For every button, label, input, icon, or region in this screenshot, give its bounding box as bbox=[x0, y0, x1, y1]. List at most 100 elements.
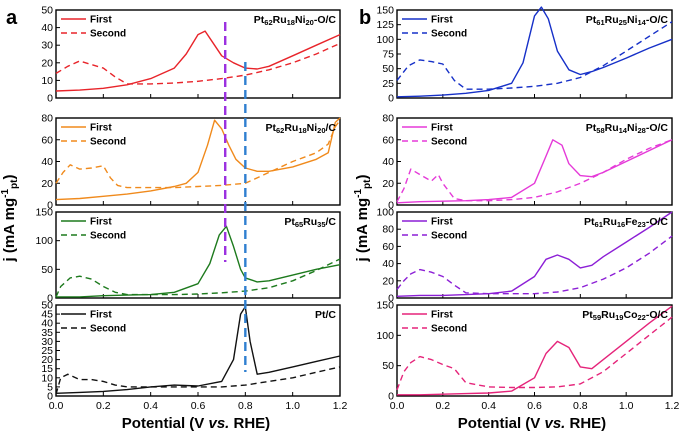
subplot-title: Pt59Ru19Co22-O/C bbox=[582, 309, 668, 322]
legend-entry: First bbox=[431, 217, 453, 228]
y-tick-label: 25 bbox=[382, 78, 394, 90]
x-tick-label: 0.2 bbox=[436, 400, 451, 412]
subplot-a-2: 0 20 40 60 80 First Second Pt62Ru18Ni20/C bbox=[41, 113, 341, 212]
subplot-b-3: 0 20 40 60 80 100 First Second Pt61Ru16Fe23-O/C bbox=[376, 207, 673, 305]
y-tick-label: 60 bbox=[382, 134, 394, 146]
x-tick-label: 0.0 bbox=[390, 400, 405, 412]
subplot-title: Pt61Ru16Fe23-O/C bbox=[584, 216, 668, 229]
x-tick-label: 0.8 bbox=[238, 400, 253, 412]
subplot-a-3: 0 50 100 150 First Second Pt65Ru35/C bbox=[35, 207, 341, 305]
legend-entry: First bbox=[431, 15, 453, 26]
x-tick-label: 0.4 bbox=[143, 400, 158, 412]
subplot-title: Pt65Ru35/C bbox=[284, 216, 336, 229]
x-tick-label: 1.0 bbox=[619, 400, 634, 412]
y-tick-label: 0 bbox=[47, 93, 53, 105]
y-tick-label: 30 bbox=[41, 336, 53, 348]
y-tick-label: 40 bbox=[382, 156, 394, 168]
x-tick-label: 1.0 bbox=[285, 400, 300, 412]
legend-entry: Second bbox=[90, 137, 126, 148]
y-tick-label: 20 bbox=[41, 57, 53, 69]
y-tick-label: 50 bbox=[41, 5, 53, 17]
subplot-b-1: 0 25 50 75 100 125 150 First Second Pt61Ru25Ni14-… bbox=[376, 5, 673, 105]
series-line-first bbox=[396, 6, 673, 98]
legend-entry: Second bbox=[431, 231, 467, 242]
legend-entry: First bbox=[90, 310, 112, 321]
y-tick-label: 0 bbox=[388, 293, 394, 305]
reference-lines bbox=[224, 22, 247, 372]
y-tick-label: 20 bbox=[41, 178, 53, 190]
legend-entry: First bbox=[431, 310, 453, 321]
y-tick-label: 50 bbox=[41, 300, 53, 312]
subplot-title: Pt61Ru25Ni14-O/C bbox=[586, 14, 669, 27]
y-tick-label: 40 bbox=[41, 22, 53, 34]
x-tick-label: 1.2 bbox=[333, 400, 348, 412]
subplot-b-4: 0 50 100 150 0.0 0.2 0.4 0.6 0.8 1.0 1.2 First Secon… bbox=[376, 300, 679, 413]
y-tick-label: 150 bbox=[376, 5, 394, 17]
subplot-b-2: 0 20 40 60 80 First Second Pt58Ru14Ni28-O/C bbox=[382, 113, 673, 212]
x-tick-label: 1.2 bbox=[665, 400, 680, 412]
y-tick-label: 20 bbox=[41, 354, 53, 366]
y-tick-label: 100 bbox=[376, 207, 394, 219]
y-tick-label: 10 bbox=[41, 372, 53, 384]
subplot-a-1: 0 10 20 30 40 50 First Second Pt62Ru18Ni20-O/C bbox=[41, 5, 341, 105]
y-tick-label: 0 bbox=[388, 200, 394, 212]
legend-entry: First bbox=[90, 217, 112, 228]
y-tick-label: 35 bbox=[41, 327, 53, 339]
y-tick-label: 150 bbox=[376, 300, 394, 312]
subplot-title: Pt62Ru18Ni20-O/C bbox=[254, 14, 337, 27]
y-axis-label-b: j (mA mg-1pt) bbox=[353, 175, 373, 263]
y-tick-label: 60 bbox=[382, 241, 394, 253]
x-tick-label: 0.0 bbox=[49, 400, 64, 412]
y-tick-label: 30 bbox=[41, 40, 53, 52]
y-tick-label: 100 bbox=[376, 34, 394, 46]
subplot-title: Pt58Ru14Ni28-O/C bbox=[586, 122, 669, 135]
legend-entry: Second bbox=[431, 137, 467, 148]
y-tick-label: 125 bbox=[376, 19, 394, 31]
y-tick-label: 15 bbox=[41, 363, 53, 375]
series-line-first bbox=[55, 30, 341, 92]
y-tick-label: 5 bbox=[47, 381, 53, 393]
series-line-second bbox=[55, 258, 341, 298]
y-tick-label: 40 bbox=[41, 318, 53, 330]
x-axis-label-b: Potential (V vs. RHE) bbox=[458, 415, 606, 432]
y-tick-label: 75 bbox=[382, 49, 394, 61]
y-tick-label: 50 bbox=[41, 264, 53, 276]
y-tick-label: 80 bbox=[41, 113, 53, 125]
series-line-first bbox=[397, 305, 673, 396]
y-tick-label: 40 bbox=[41, 156, 53, 168]
legend-entry: First bbox=[431, 123, 453, 134]
series-line-second bbox=[396, 139, 673, 203]
legend-entry: First bbox=[90, 15, 112, 26]
y-tick-label: 80 bbox=[382, 113, 394, 125]
x-tick-label: 0.8 bbox=[573, 400, 588, 412]
y-tick-label: 25 bbox=[41, 345, 53, 357]
y-tick-label: 45 bbox=[41, 309, 53, 321]
legend-entry: Second bbox=[90, 231, 126, 242]
y-tick-label: 80 bbox=[382, 224, 394, 236]
x-tick-label: 0.6 bbox=[527, 400, 542, 412]
y-tick-label: 10 bbox=[41, 75, 53, 87]
series-line-second bbox=[396, 21, 673, 90]
legend-entry: Second bbox=[431, 29, 467, 40]
y-tick-label: 100 bbox=[35, 235, 53, 247]
series-line-first bbox=[55, 306, 341, 394]
panel-label-a: a bbox=[6, 7, 18, 29]
subplot-title: Pt/C bbox=[315, 309, 336, 321]
y-tick-label: 20 bbox=[382, 178, 394, 190]
x-axis-label-a: Potential (V vs. RHE) bbox=[122, 415, 270, 432]
legend-entry: Second bbox=[90, 324, 126, 335]
series-line-second bbox=[396, 235, 673, 295]
y-tick-label: 40 bbox=[382, 258, 394, 270]
legend-entry: First bbox=[90, 123, 112, 134]
legend-entry: Second bbox=[90, 29, 126, 40]
legend-entry: Second bbox=[431, 324, 467, 335]
subplots-container: 01020304050FirstSecondPt62Ru18Ni20-O/C02… bbox=[35, 5, 679, 413]
subplot-title: Pt62Ru18Ni20/C bbox=[265, 122, 336, 135]
y-tick-label: 0 bbox=[47, 293, 53, 305]
x-tick-label: 0.2 bbox=[96, 400, 111, 412]
panel-label-b: b bbox=[359, 7, 371, 29]
y-tick-label: 0 bbox=[47, 391, 53, 403]
y-tick-label: 100 bbox=[376, 330, 394, 342]
